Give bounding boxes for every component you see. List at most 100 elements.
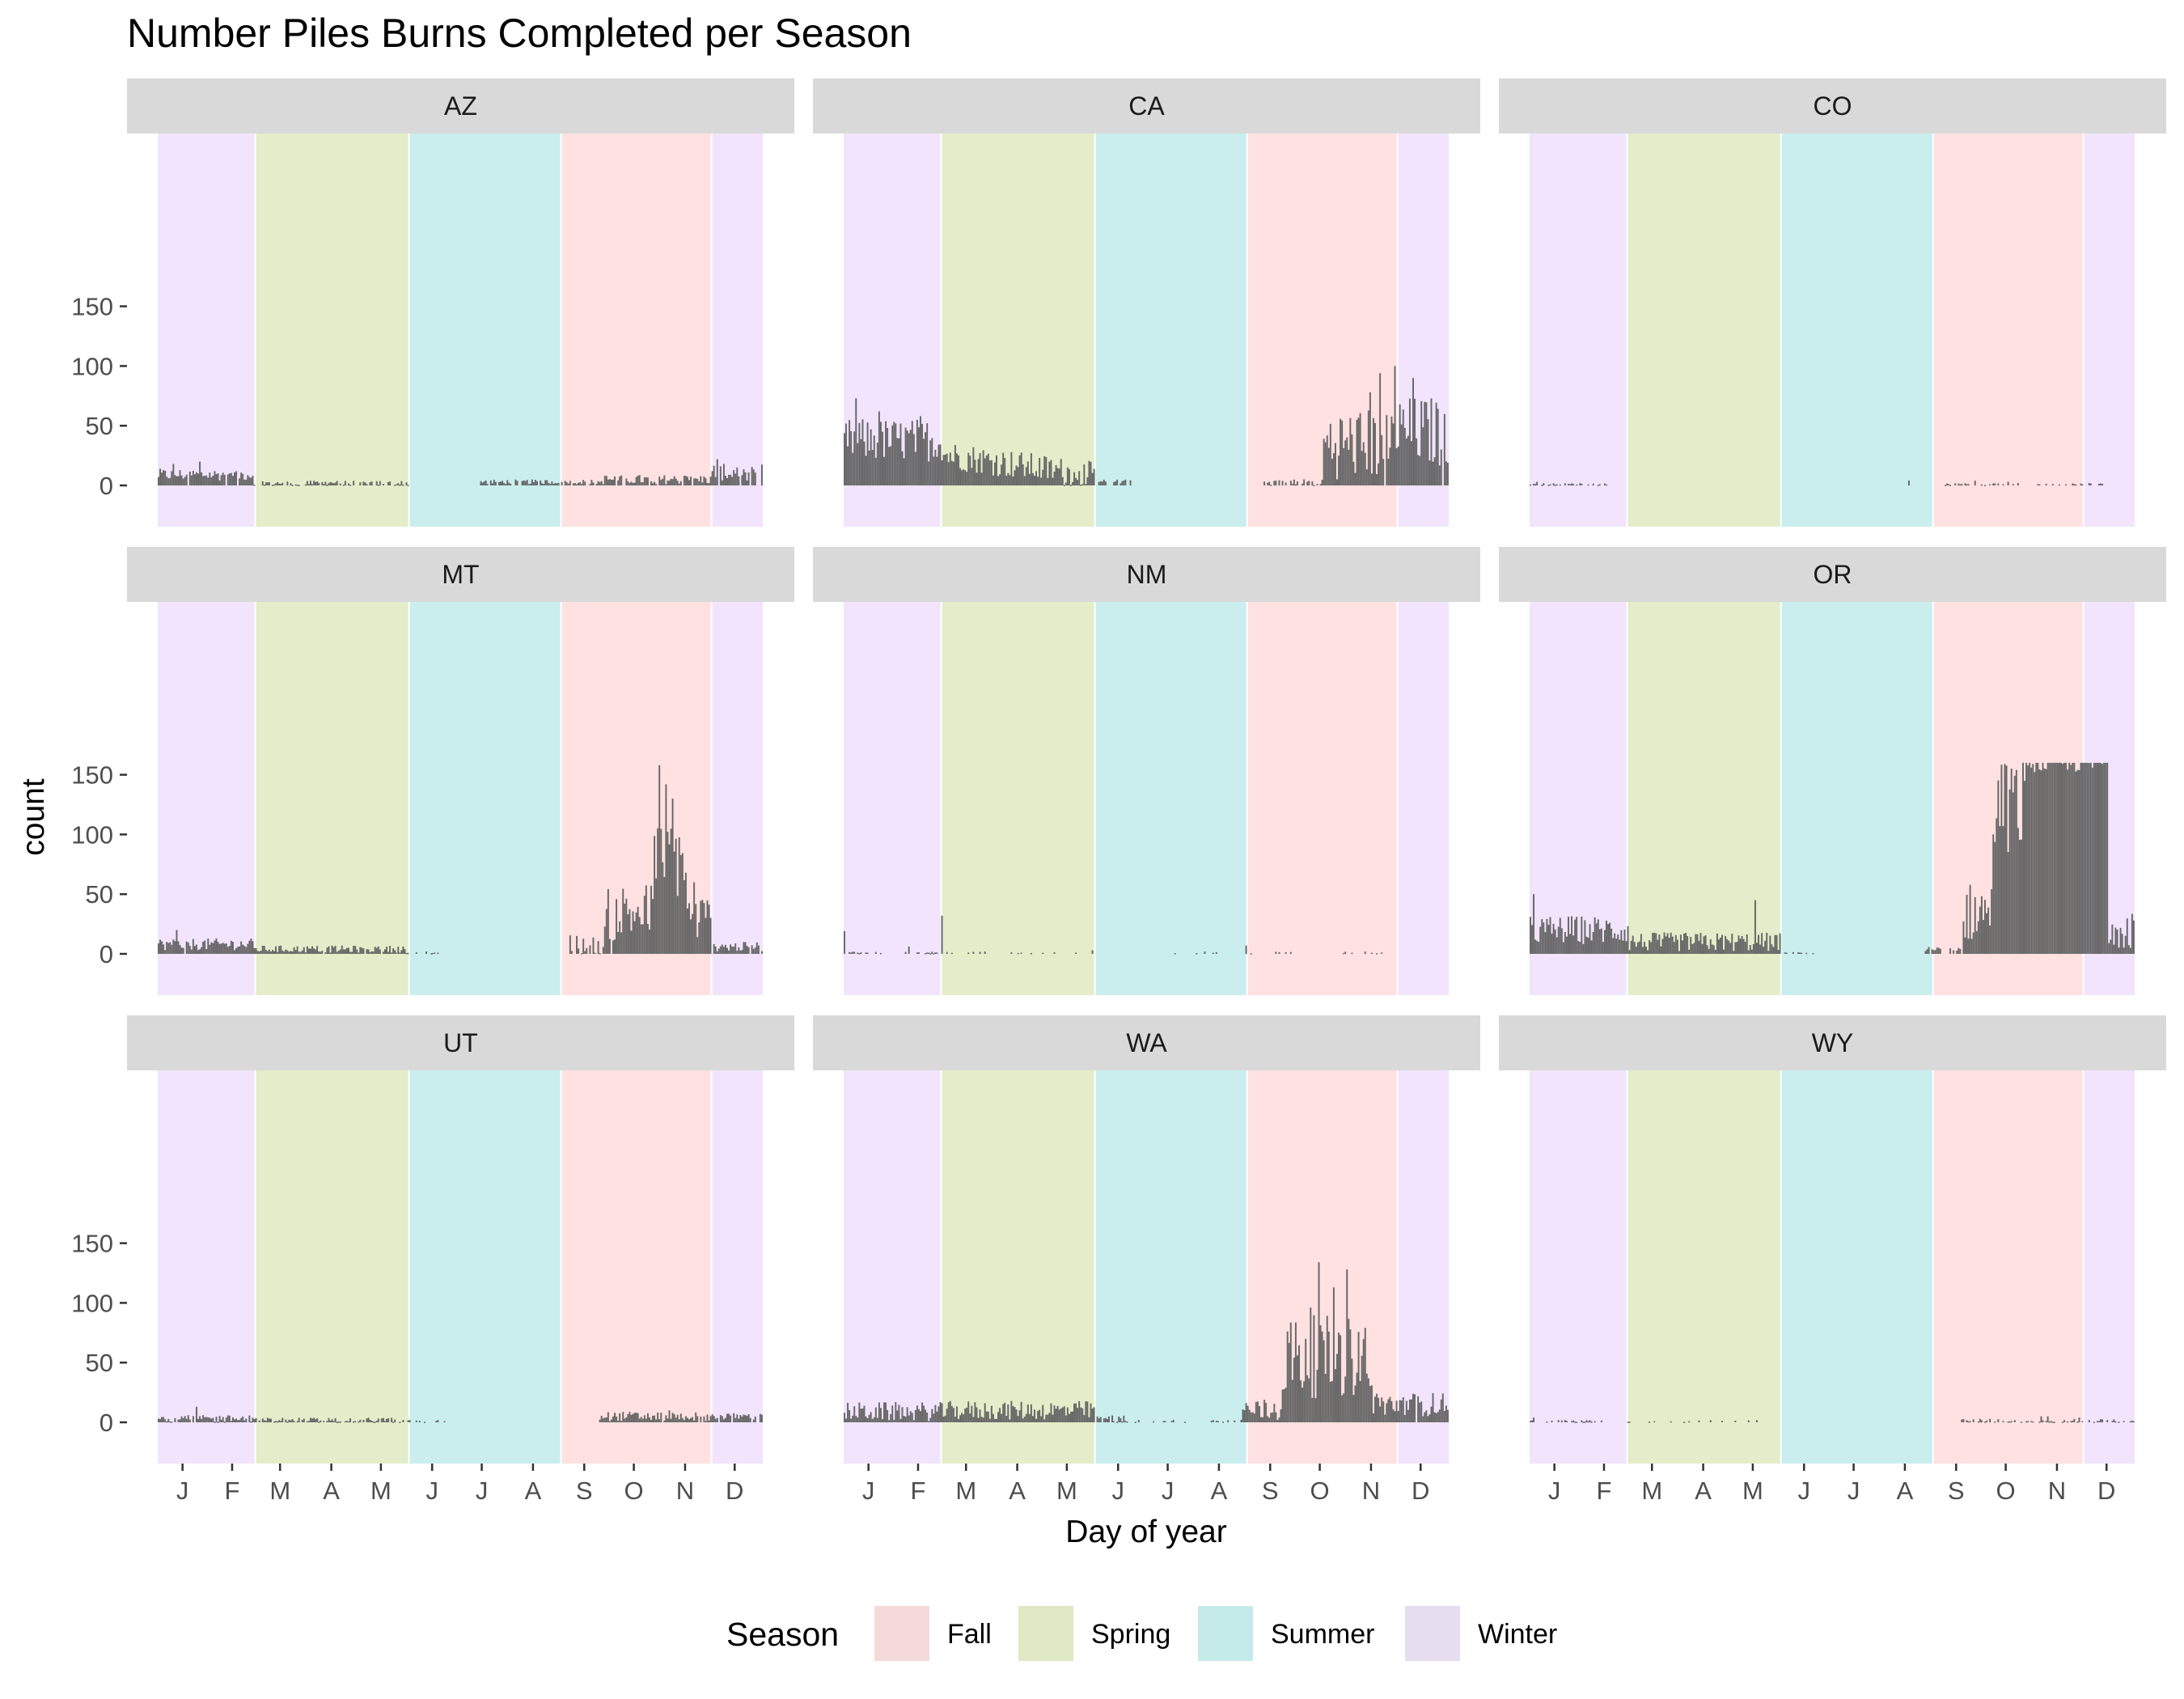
- bar: [293, 1421, 295, 1422]
- bar: [307, 484, 310, 485]
- bar: [670, 1418, 672, 1422]
- bar: [1695, 934, 1697, 954]
- bar: [853, 431, 856, 485]
- bar: [2121, 934, 2123, 954]
- bar: [1034, 1409, 1035, 1422]
- bar: [969, 455, 971, 485]
- bar: [1298, 1345, 1300, 1422]
- bar: [2051, 484, 2054, 485]
- bar: [933, 456, 935, 485]
- bar: [298, 951, 300, 954]
- bar: [315, 1419, 317, 1422]
- bar: [2046, 762, 2049, 954]
- bar: [261, 946, 264, 954]
- bar: [1060, 459, 1062, 485]
- bar: [1711, 944, 1713, 954]
- bar: [1217, 1421, 1219, 1422]
- bar: [1785, 952, 1788, 955]
- bar: [185, 941, 188, 954]
- bar: [2056, 762, 2059, 954]
- bar: [1928, 947, 1930, 954]
- bar: [1255, 1401, 1257, 1422]
- bar: [1234, 1420, 1236, 1422]
- bar: [326, 485, 328, 486]
- bar: [1744, 942, 1746, 954]
- bar: [180, 1416, 183, 1422]
- season-band-winter: [1530, 133, 1627, 527]
- bar: [1763, 947, 1765, 954]
- bar: [850, 1418, 853, 1422]
- bar: [728, 474, 730, 485]
- bar: [923, 1405, 925, 1422]
- bar: [266, 1417, 269, 1422]
- bar: [223, 943, 226, 954]
- bar: [437, 1420, 439, 1422]
- bar: [222, 943, 224, 954]
- bar: [1546, 1421, 1548, 1423]
- bar: [171, 471, 173, 485]
- bar: [255, 1417, 257, 1422]
- y-tick-label: 0: [99, 1409, 113, 1437]
- bar: [2113, 944, 2115, 954]
- bar: [1004, 458, 1006, 485]
- bar: [1717, 939, 1720, 954]
- bar: [747, 947, 750, 954]
- bar: [405, 482, 408, 485]
- bar: [1365, 1373, 1368, 1422]
- x-tick-label: S: [1948, 1477, 1965, 1505]
- bar: [159, 939, 161, 954]
- bar: [692, 1417, 694, 1422]
- bar: [751, 945, 753, 954]
- legend-swatch-fall: [874, 1606, 929, 1661]
- bar: [286, 481, 289, 485]
- bar: [215, 938, 218, 954]
- bar: [711, 1414, 713, 1422]
- bar: [1058, 1409, 1060, 1422]
- bar: [2004, 764, 2006, 954]
- bar: [908, 1415, 910, 1422]
- bar: [313, 948, 315, 954]
- bar: [754, 472, 756, 485]
- bar: [1598, 484, 1601, 485]
- bar: [1412, 378, 1414, 485]
- bar: [1792, 951, 1794, 954]
- bar: [253, 485, 256, 486]
- season-band-winter: [844, 602, 942, 995]
- bar: [648, 1417, 650, 1422]
- bar: [719, 466, 722, 485]
- bar: [1972, 1419, 1974, 1422]
- bar: [334, 1417, 336, 1422]
- bar: [599, 481, 601, 485]
- bar: [709, 477, 712, 485]
- bar: [1022, 464, 1024, 485]
- bar: [686, 1417, 688, 1422]
- bar: [386, 947, 387, 954]
- bar: [269, 951, 272, 954]
- bar: [277, 951, 279, 954]
- bar: [2062, 1421, 2064, 1423]
- bar: [895, 1402, 897, 1422]
- bar: [1121, 481, 1124, 485]
- bar: [996, 1418, 997, 1422]
- bar: [298, 485, 300, 486]
- bar: [1311, 481, 1314, 485]
- bar: [861, 1408, 864, 1422]
- bar: [230, 1421, 232, 1422]
- bar: [589, 945, 591, 954]
- bar: [345, 1421, 348, 1422]
- bar: [546, 480, 548, 485]
- bar: [1427, 419, 1429, 485]
- bar: [857, 952, 859, 954]
- bar: [1531, 925, 1533, 954]
- x-tick-label: J: [1548, 1477, 1561, 1505]
- season-band-spring: [941, 602, 1095, 995]
- bar: [240, 941, 243, 954]
- bar: [635, 1413, 637, 1422]
- bar: [1774, 934, 1776, 954]
- x-tick-label: A: [1695, 1477, 1712, 1505]
- bar: [635, 912, 637, 954]
- bar: [944, 1415, 946, 1422]
- bar: [638, 1418, 641, 1422]
- bar: [1088, 1417, 1090, 1422]
- bar: [572, 483, 574, 485]
